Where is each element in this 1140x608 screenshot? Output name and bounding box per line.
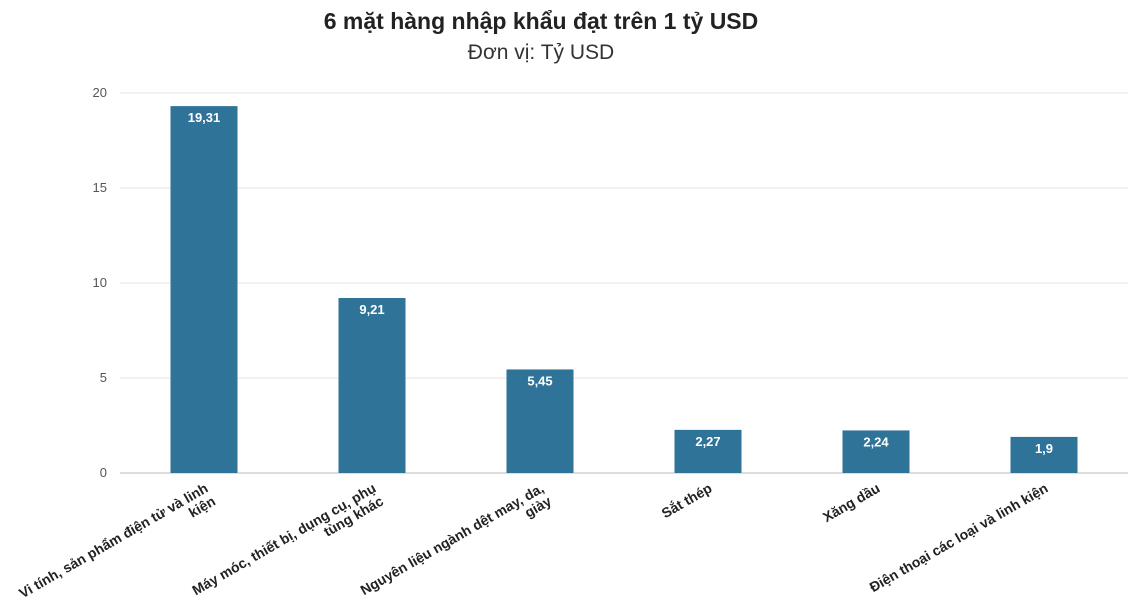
- x-tick-label-text: Nguyên liệu ngành dệt may, da,giày: [358, 480, 555, 608]
- data-label: 19,31: [188, 110, 221, 125]
- data-label: 5,45: [527, 373, 552, 388]
- data-label: 1,9: [1035, 441, 1053, 456]
- y-tick-label: 20: [93, 85, 107, 100]
- bar: [506, 369, 574, 473]
- bar: [674, 429, 742, 473]
- data-label: 2,27: [695, 434, 720, 449]
- x-tick-label-line: Xăng dầu: [820, 480, 883, 525]
- x-tick-label: Xăng dầu: [820, 480, 883, 525]
- bars: 19,31 9,21 5,45 2,27 2,24 1,9: [170, 106, 1078, 474]
- x-tick-label-text: Điện thoại các loại và linh kiện: [867, 480, 1051, 595]
- gridlines: [120, 92, 1128, 474]
- x-tick-label: Máy móc, thiết bị, dụng cụ, phụtùng khác: [189, 480, 386, 608]
- x-tick-label: Vi tính, sản phẩm điện tử và linhkiện: [16, 480, 218, 608]
- bar: [170, 106, 238, 474]
- y-tick-label: 5: [100, 370, 107, 385]
- x-tick-label-text: Vi tính, sản phẩm điện tử và linhkiện: [16, 480, 218, 608]
- x-tick-label-line: Vi tính, sản phẩm điện tử và linh: [16, 480, 210, 601]
- x-tick-label: Nguyên liệu ngành dệt may, da,giày: [358, 480, 555, 608]
- y-tick-label: 15: [93, 180, 107, 195]
- x-tick-label-line: Nguyên liệu ngành dệt may, da,: [358, 480, 547, 598]
- x-tick-label-line: Điện thoại các loại và linh kiện: [867, 480, 1051, 595]
- x-axis: Vi tính, sản phẩm điện tử và linhkiệnMáy…: [16, 479, 1051, 608]
- x-tick-label-text: Xăng dầu: [820, 480, 883, 525]
- data-label: 2,24: [863, 434, 889, 449]
- bar: [842, 430, 910, 473]
- bar: [1010, 436, 1078, 473]
- x-tick-label: Sắt thép: [658, 479, 714, 521]
- y-tick-label: 0: [100, 465, 107, 480]
- x-tick-label-text: Máy móc, thiết bị, dụng cụ, phụtùng khác: [189, 480, 386, 608]
- bar: [338, 298, 406, 473]
- chart-title: 6 mặt hàng nhập khẩu đạt trên 1 tỷ USD: [323, 8, 759, 34]
- x-tick-label-line: Sắt thép: [658, 479, 714, 521]
- x-tick-label: Điện thoại các loại và linh kiện: [867, 480, 1051, 595]
- data-label: 9,21: [359, 302, 384, 317]
- y-tick-label: 10: [93, 275, 107, 290]
- x-tick-label-line: Máy móc, thiết bị, dụng cụ, phụ: [189, 480, 378, 598]
- x-tick-label-text: Sắt thép: [658, 479, 714, 521]
- chart-subtitle: Đơn vị: Tỷ USD: [467, 41, 615, 64]
- y-axis: 0 5 10 15 20: [93, 85, 107, 480]
